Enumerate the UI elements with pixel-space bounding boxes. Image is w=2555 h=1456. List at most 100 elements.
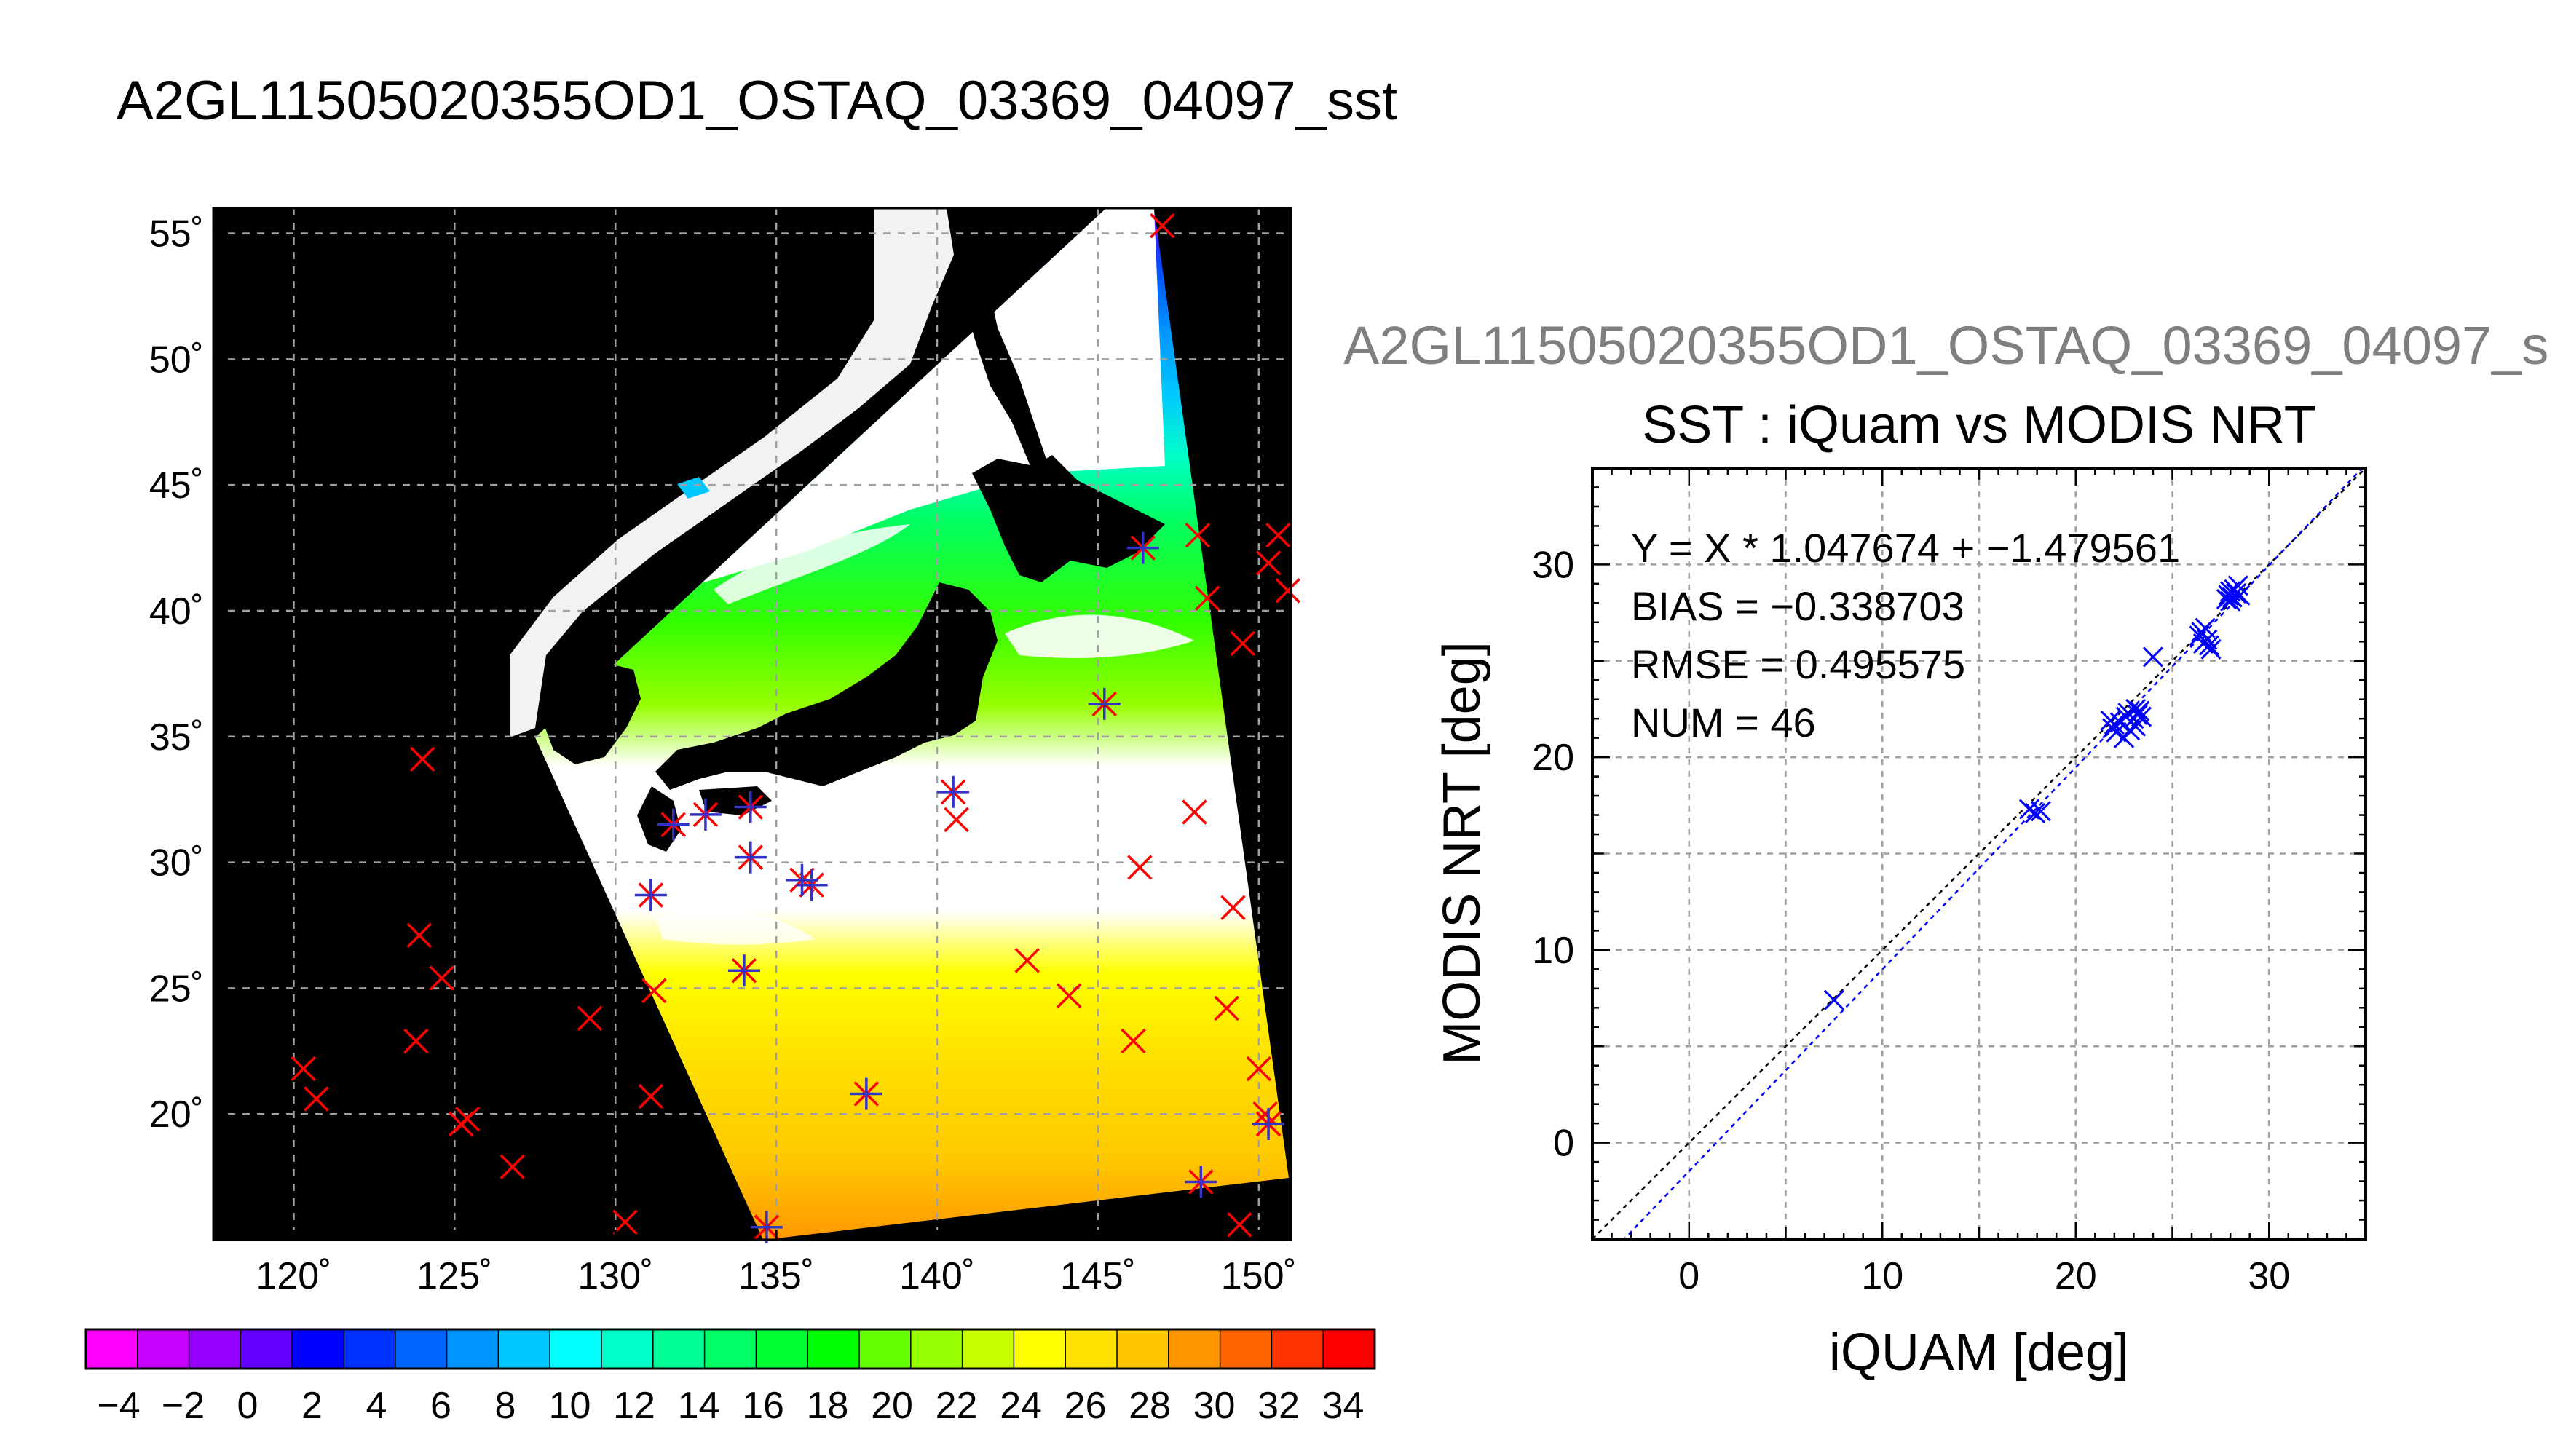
map-buoy-all-marker: [429, 965, 454, 991]
map-buoy-matched-marker: [734, 791, 767, 823]
colorbar-cell: [704, 1329, 757, 1369]
map-lon-tick-label: 130˚: [577, 1255, 653, 1297]
colorbar-cell: [1168, 1329, 1221, 1369]
colorbar-label: 34: [1322, 1385, 1365, 1427]
colorbar-cell: [859, 1329, 912, 1369]
map-buoy-matched-marker: [1126, 531, 1159, 564]
colorbar-cell: [189, 1329, 241, 1369]
map-buoy-all-marker: [291, 1056, 316, 1082]
colorbar-label: 20: [871, 1385, 913, 1427]
colorbar-label: 28: [1129, 1385, 1171, 1427]
map-buoy-all-marker: [1014, 948, 1040, 973]
map-buoy-all-marker: [1056, 983, 1082, 1008]
map-buoy-matched-marker: [634, 879, 667, 911]
figure-title: A2GL11505020355OD1_OSTAQ_03369_04097_sst: [117, 70, 1398, 132]
colorbar-cell: [807, 1329, 860, 1369]
map-buoy-all-marker: [1194, 585, 1220, 611]
map-lon-tick-label: 150˚: [1221, 1255, 1297, 1297]
map-buoy-all-marker: [409, 746, 435, 772]
map-lat-tick-label: 35˚: [149, 716, 204, 759]
map-buoy-all-marker: [403, 1028, 429, 1054]
colorbar-cell: [344, 1329, 396, 1369]
map-lon-tick-label: 140˚: [899, 1255, 975, 1297]
colorbar-label: −4: [97, 1385, 140, 1427]
colorbar-label: 10: [549, 1385, 591, 1427]
colorbar-cell: [240, 1329, 293, 1369]
colorbar-cell: [137, 1329, 190, 1369]
colorbar-cell: [1220, 1329, 1272, 1369]
map-buoy-matched-marker: [1252, 1108, 1285, 1141]
map-buoy-all-marker: [1214, 995, 1239, 1021]
colorbar-cell: [1271, 1329, 1324, 1369]
colorbar-label: 4: [366, 1385, 387, 1427]
map-lon-tick-label: 125˚: [416, 1255, 492, 1297]
scatter-stat-line: BIAS = −0.338703: [1631, 583, 1964, 629]
scatter-point: [2120, 719, 2141, 741]
scatter-stat-line: NUM = 46: [1631, 700, 1816, 745]
scatter-point: [2230, 585, 2251, 606]
scatter-y-tick-label: 30: [1532, 544, 1574, 586]
colorbar-cell: [962, 1329, 1014, 1369]
scatter-point: [2125, 716, 2147, 737]
scatter-point: [2131, 706, 2152, 727]
map-buoy-all-marker: [638, 1083, 664, 1109]
map-buoy-matched-marker: [1088, 687, 1121, 720]
map-lat-tick-label: 40˚: [149, 590, 204, 633]
scatter-point: [2220, 590, 2241, 612]
map-frame: [212, 207, 1292, 1241]
regression-line: [1622, 468, 2364, 1239]
land: [539, 211, 1165, 852]
scatter-tick-labels: 0 10 20 30 0 10 20 30: [1532, 467, 2367, 1297]
colorbar-label: 16: [742, 1385, 784, 1427]
map-buoy-all-marker: [1150, 213, 1175, 239]
scatter-point: [2142, 646, 2164, 668]
colorbar-label: −2: [162, 1385, 205, 1427]
scatter-stat-line: Y = X * 1.047674 + −1.479561: [1631, 525, 2180, 571]
scatter-x-tick-label: 10: [1861, 1255, 1903, 1297]
scatter-point: [2195, 617, 2216, 638]
map-buoy-all-marker: [577, 1005, 603, 1032]
map-lat-tick-label: 20˚: [149, 1093, 204, 1136]
map-buoy-matched-marker: [937, 775, 970, 808]
map-buoy-all-marker: [499, 1154, 526, 1180]
scatter-gridlines: [1592, 468, 2366, 1239]
map-buoy-all-marker: [944, 807, 969, 833]
scatter-y-tick-label: 0: [1553, 1123, 1574, 1165]
colorbar-label: 2: [301, 1385, 323, 1427]
scatter-title: SST : iQuam vs MODIS NRT: [1642, 396, 2316, 454]
colorbar-cell: [652, 1329, 706, 1369]
colorbar-label: 30: [1193, 1385, 1236, 1427]
scatter-stats: Y = X * 1.047674 + −1.479561 BIAS = −0.33…: [1631, 525, 2180, 745]
scatter-x-tick-label: 20: [2055, 1255, 2097, 1297]
map-buoy-markers: [291, 213, 1300, 1243]
map-buoy-all-marker: [1275, 578, 1300, 604]
colorbar-cell: [910, 1329, 963, 1369]
scatter-point: [2200, 638, 2222, 660]
colorbar-cell: [1065, 1329, 1118, 1369]
map-buoy-matched-marker: [795, 869, 828, 901]
scatter-x-tick-label: 0: [1678, 1255, 1699, 1297]
colorbar-cell: [1323, 1329, 1375, 1369]
colorbar-cell: [1014, 1329, 1066, 1369]
map-lat-tick-label: 55˚: [149, 213, 204, 256]
scatter-panel: SST : iQuam vs MODIS NRT 0 10 20 300102030 …: [1433, 396, 2367, 1382]
sst-map: 120˚ 125˚ 130˚ 135˚ 140˚ 145˚ 150˚ 55˚ 50˚ 45˚ 40˚…: [149, 207, 1300, 1297]
colorbar-frame: [84, 1328, 1376, 1370]
map-buoy-all-marker: [1185, 523, 1211, 548]
colorbar-label: 22: [936, 1385, 978, 1427]
map-buoy-all-marker: [1252, 1101, 1278, 1127]
map-lon-tick-label: 120˚: [256, 1255, 331, 1297]
map-tick-labels: 120˚ 125˚ 130˚ 135˚ 140˚ 145˚ 150˚ 55˚ 50˚ 45˚ 40˚…: [149, 213, 1297, 1297]
map-buoy-matched-marker: [727, 954, 760, 987]
colorbar-cell: [498, 1329, 550, 1369]
map-lat-tick-label: 45˚: [149, 464, 204, 507]
colorbar-cell: [601, 1329, 654, 1369]
map-buoy-matched-marker: [1185, 1166, 1217, 1198]
map-buoy-all-marker: [641, 978, 667, 1004]
map-buoy-all-marker: [448, 1111, 474, 1137]
map-buoy-all-marker: [1230, 630, 1255, 657]
scatter-y-tick-label: 10: [1532, 930, 1574, 972]
colorbar-cell: [1117, 1329, 1169, 1369]
map-buoy-all-marker: [1246, 1056, 1272, 1082]
